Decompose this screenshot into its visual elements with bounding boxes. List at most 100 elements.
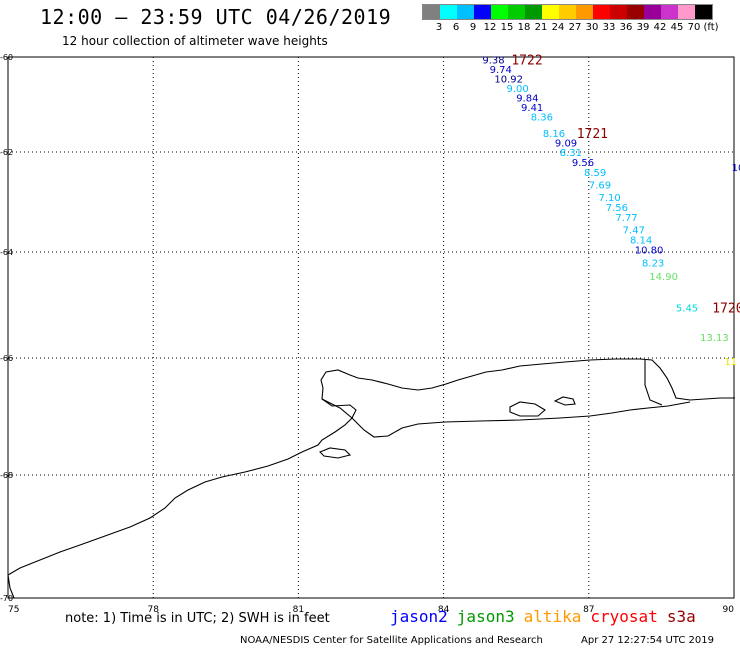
coastline <box>7 358 735 599</box>
legend-swatch <box>559 5 576 19</box>
wave-height-label: 9.09 <box>555 139 577 150</box>
ice-shelf-edge <box>7 574 15 599</box>
legend-label: 18 <box>517 22 531 33</box>
legend-swatches <box>422 4 713 20</box>
pass-time-label: 1720 <box>712 302 740 317</box>
wave-height-label: 11 <box>724 357 737 368</box>
legend-swatch <box>610 5 627 19</box>
legend-label: 39 <box>636 22 650 33</box>
legend-label: 33 <box>602 22 616 33</box>
wave-height-label: 9.74 <box>490 65 512 76</box>
chart-title: 12:00 – 23:59 UTC 04/26/2019 <box>40 5 392 29</box>
chart-subtitle: 12 hour collection of altimeter wave hei… <box>62 34 328 48</box>
inland-boundary <box>321 398 691 438</box>
wave-height-label: 8.16 <box>543 129 565 140</box>
legend-labels: 3 6 9 12 15 18 21 24 27 30 33 36 39 42 45 70 (ft) <box>422 22 740 36</box>
wave-height-label: 7.77 <box>615 213 637 224</box>
lat-tick-label: -62 <box>0 148 13 157</box>
lat-tick-label: -60 <box>0 53 13 62</box>
credit-line: NOAA/NESDIS Center for Satellite Applica… <box>240 635 543 646</box>
satellite-name: altika <box>523 607 582 626</box>
legend-swatch <box>627 5 644 19</box>
wave-height-label: 5.45 <box>676 304 698 315</box>
legend-label: 70 <box>687 22 701 33</box>
satellite-name: s3a <box>666 607 696 626</box>
legend-label: 12 <box>483 22 497 33</box>
legend-swatch <box>474 5 491 19</box>
pass-time-label: 1721 <box>577 127 608 142</box>
legend-label: 36 <box>619 22 633 33</box>
legend-label: 3 <box>435 22 443 33</box>
legend-swatch <box>525 5 542 19</box>
lat-tick-label: -70 <box>0 594 13 603</box>
wave-height-label: 7.10 <box>598 193 620 204</box>
coastline-main <box>7 358 735 576</box>
wave-height-label: 13.13 <box>700 333 729 344</box>
legend-label: (ft) <box>703 22 719 33</box>
legend-label: 42 <box>653 22 667 33</box>
legend-label: 15 <box>500 22 514 33</box>
satellite-name: cryosat <box>590 607 658 626</box>
lat-tick-label: -68 <box>0 471 13 480</box>
legend-swatch <box>593 5 610 19</box>
legend-label: 45 <box>670 22 684 33</box>
legend-swatch <box>457 5 474 19</box>
wave-height-label: 8.59 <box>584 168 606 179</box>
lon-tick-label: 78 <box>147 605 159 615</box>
wave-height-label: 8.36 <box>531 112 553 123</box>
pass-time-labels: 1722 1721 1720 <box>511 53 740 316</box>
legend-swatch <box>661 5 678 19</box>
lat-tick-label: -66 <box>0 354 13 363</box>
wave-height-label: 10 <box>732 163 740 174</box>
lon-tick-label: 84 <box>438 605 450 615</box>
legend-swatch <box>576 5 593 19</box>
wave-height-label: 10.80 <box>635 246 664 257</box>
legend-label: 24 <box>551 22 565 33</box>
legend-swatch <box>695 5 712 19</box>
legend-swatch <box>508 5 525 19</box>
pass-time-label: 1722 <box>511 53 542 68</box>
wave-height-label: 7.69 <box>589 181 611 192</box>
wave-height-label: 7.56 <box>606 203 628 214</box>
wave-height-label: 9.56 <box>572 158 594 169</box>
legend-swatch <box>542 5 559 19</box>
island-small <box>319 447 352 459</box>
map-grid: 75 78 81 84 87 90 -60 -62 -64 -66 -68 -70 <box>0 53 735 615</box>
legend-label: 6 <box>452 22 460 33</box>
map-frame <box>7 56 735 599</box>
legend-swatch <box>644 5 661 19</box>
satellite-name: jason3 <box>456 607 515 626</box>
legend-swatch <box>678 5 695 19</box>
wave-height-label: 7.47 <box>623 226 645 237</box>
lon-tick-label: 75 <box>8 605 19 615</box>
legend-swatch <box>423 5 440 19</box>
wave-height-label: 9.84 <box>516 93 538 104</box>
wave-height-label: 9.41 <box>521 103 543 114</box>
legend-swatch <box>491 5 508 19</box>
lon-tick-label: 90 <box>723 605 735 615</box>
satellite-name: jason2 <box>390 607 448 626</box>
wave-height-label: 8.31 <box>560 148 582 159</box>
lake-1 <box>509 401 546 417</box>
legend-label: 21 <box>534 22 548 33</box>
color-legend: 3 6 9 12 15 18 21 24 27 30 33 36 39 42 45 70 (ft) <box>422 4 719 33</box>
inland-line-east <box>644 360 663 406</box>
wave-height-label: 8.14 <box>630 236 652 247</box>
wave-height-label: 8.23 <box>642 259 664 270</box>
lon-tick-label: 87 <box>583 605 594 615</box>
lon-tick-label: 81 <box>293 605 304 615</box>
legend-label: 27 <box>568 22 582 33</box>
legend-swatch <box>440 5 457 19</box>
legend-label: 30 <box>585 22 599 33</box>
wave-height-label: 14.90 <box>649 272 678 283</box>
legend-label: 9 <box>469 22 477 33</box>
footer-note: note: 1) Time is in UTC; 2) SWH is in fe… <box>65 611 330 626</box>
lake-2 <box>553 396 576 406</box>
lat-tick-label: -64 <box>0 248 13 257</box>
wave-height-label: 9.00 <box>507 84 529 95</box>
satellite-legend: jason2 jason3 altika cryosat s3a <box>390 607 705 626</box>
generated-timestamp: Apr 27 12:27:54 UTC 2019 <box>581 635 714 646</box>
wave-height-label: 9.38 <box>482 55 504 66</box>
